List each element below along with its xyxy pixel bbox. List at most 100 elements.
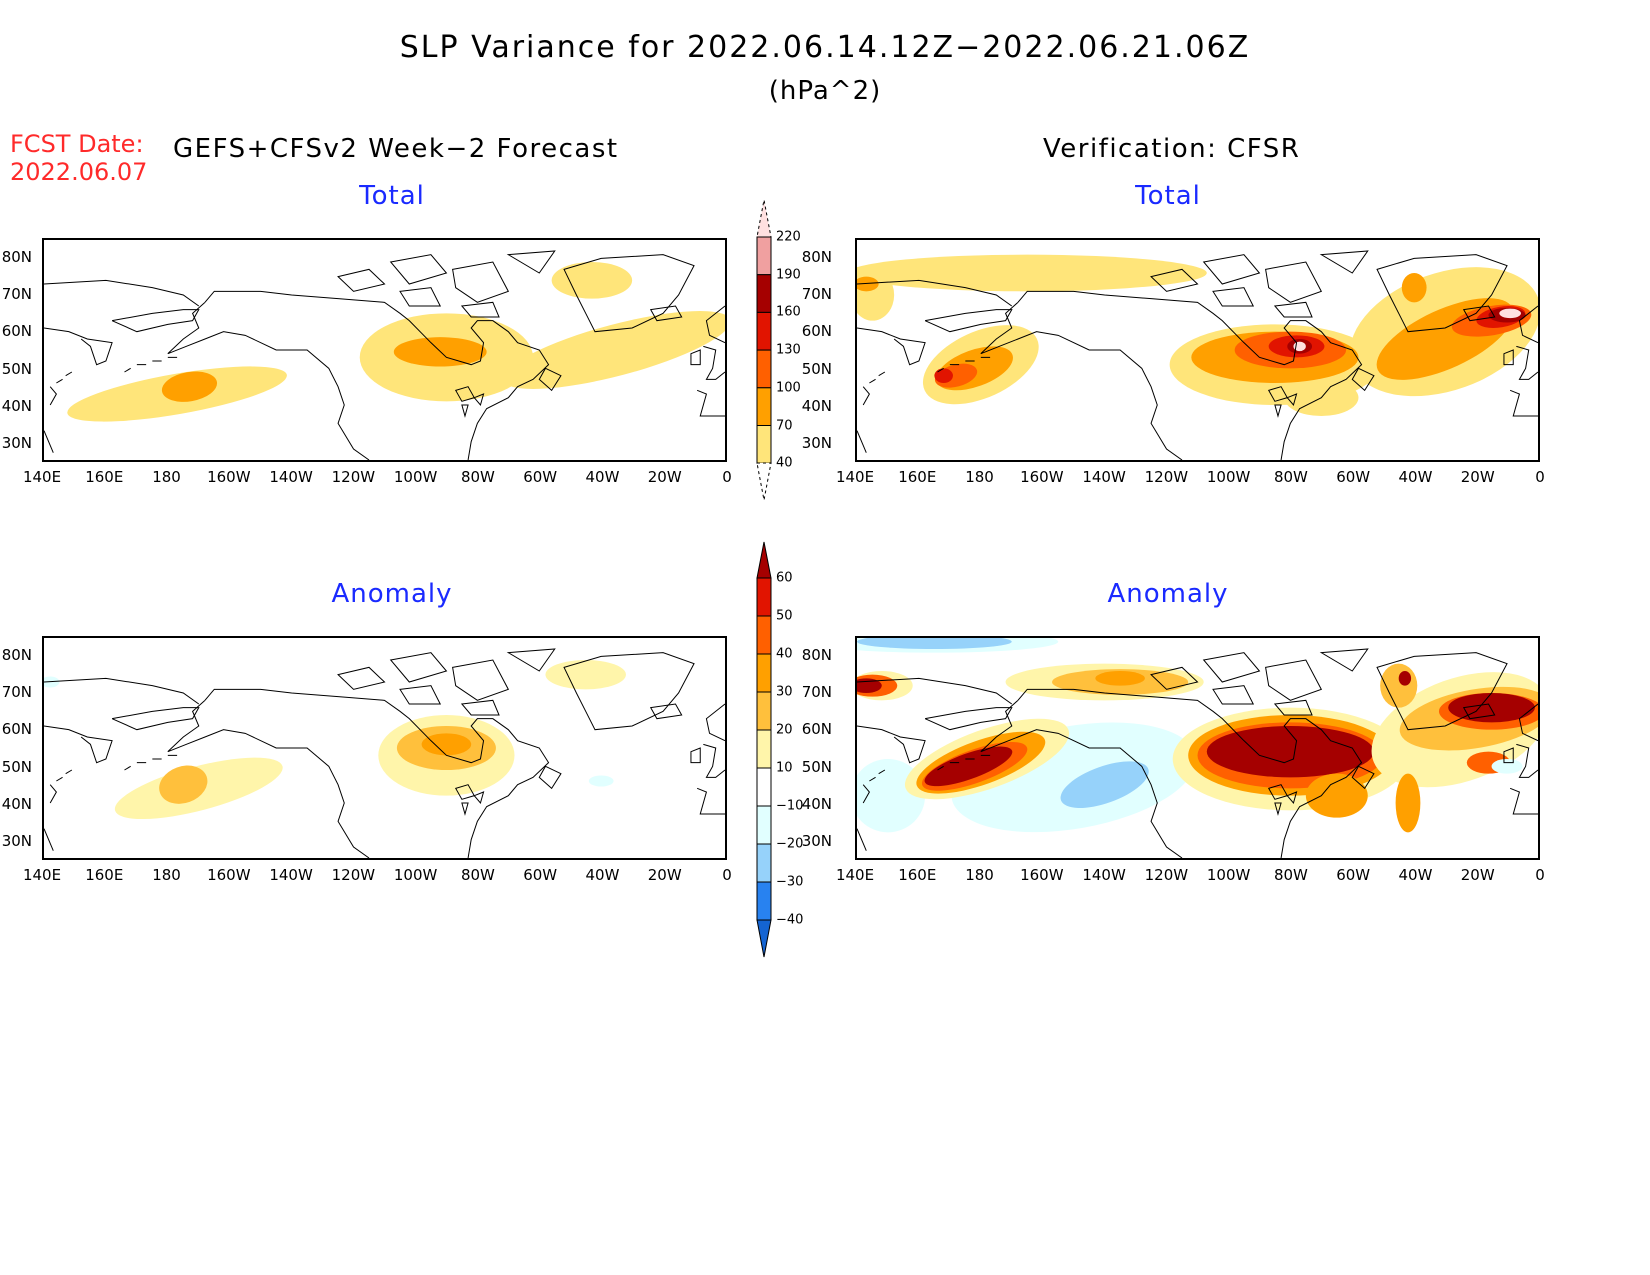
colorbar-extension [756, 541, 772, 579]
lon-tick-label: 100W [1206, 468, 1251, 486]
lon-tick-label: 60W [1336, 866, 1371, 884]
figure-title: SLP Variance for 2022.06.14.12Z−2022.06.… [399, 30, 1251, 65]
lon-tick-label: 140E [835, 468, 875, 486]
coastline [462, 405, 468, 416]
coastline [857, 829, 866, 851]
colorbar-bin [756, 881, 772, 921]
coastline [1377, 653, 1507, 730]
coastline [1352, 766, 1374, 788]
lon-tick-label: 140W [269, 866, 313, 884]
coastlines [44, 251, 725, 460]
coastline [168, 302, 369, 460]
verification-anomaly-title: Anomaly [1107, 579, 1229, 609]
coastline [869, 755, 990, 781]
coastline [338, 667, 384, 689]
colorbar-label: −10 [776, 798, 804, 814]
colorbars [756, 199, 772, 958]
colorbar-label: 130 [776, 342, 801, 358]
coastline [869, 357, 990, 383]
coastline [857, 726, 925, 763]
lon-tick-label: 120W [331, 468, 376, 486]
colorbar-label: 70 [776, 418, 793, 433]
coastline [1464, 306, 1495, 321]
lon-tick-label: 140W [1082, 866, 1126, 884]
shaded-contour [1448, 693, 1535, 723]
coastline [706, 704, 725, 741]
lon-tick-label: 20W [1460, 866, 1495, 884]
shaded-contour [1206, 726, 1374, 778]
lon-tick-label: 80W [1273, 468, 1308, 486]
coastline [691, 748, 700, 763]
coastline [703, 744, 725, 777]
forecast-total-title: Total [359, 181, 425, 211]
shaded-contour [421, 733, 472, 756]
lon-tick-label: 40W [1398, 866, 1433, 884]
lat-tick-label: 30N [801, 832, 832, 851]
lat-tick-label: 60N [1, 720, 32, 739]
coastline [1519, 704, 1538, 741]
lon-tick-label: 0 [1535, 468, 1545, 486]
colorbar-extension [756, 462, 772, 501]
coastline [539, 368, 561, 390]
coastline [1275, 405, 1281, 416]
shaded-contour [1095, 671, 1145, 686]
lon-tick-label: 160W [1020, 468, 1064, 486]
lon-tick-label: 60W [1336, 468, 1371, 486]
lat-tick-label: 80N [801, 645, 832, 664]
colorbar-bin [756, 729, 772, 769]
lat-tick-label: 50N [801, 757, 832, 776]
coastline [1510, 788, 1538, 814]
colorbar-extension [756, 199, 772, 238]
lon-tick-label: 120W [1144, 866, 1189, 884]
coastline [50, 387, 56, 405]
lon-tick-label: 180 [965, 866, 994, 884]
lon-tick-label: 180 [152, 866, 181, 884]
lon-tick-label: 160W [207, 468, 251, 486]
coastline [1266, 262, 1322, 302]
coastline [391, 653, 447, 682]
coastline [1151, 269, 1197, 291]
shaded-contour [857, 638, 1012, 649]
forecast-total-map [42, 238, 727, 462]
colorbar-label: 190 [776, 267, 801, 283]
shaded-contour [161, 371, 218, 402]
coastline [1266, 660, 1322, 700]
coastline [925, 310, 1012, 332]
lat-tick-label: 30N [1, 434, 32, 453]
lon-tick-label: 20W [1460, 468, 1495, 486]
map-canvas [44, 638, 725, 858]
map-canvas [857, 240, 1538, 460]
coastline [703, 346, 725, 379]
lon-tick-label: 160E [85, 866, 124, 884]
coastline [474, 394, 483, 405]
lon-tick-label: 120W [1144, 468, 1189, 486]
lon-tick-label: 140W [269, 468, 313, 486]
coastline [1321, 649, 1367, 671]
lat-tick-label: 40N [801, 397, 832, 415]
lon-tick-label: 140W [1082, 468, 1126, 486]
lon-tick-label: 140E [22, 866, 62, 884]
lat-tick-label: 70N [801, 683, 832, 701]
coastline [1213, 686, 1253, 704]
coastline [338, 269, 384, 291]
fcst-date-value: 2022.06.07 [10, 158, 148, 186]
colorbar-label: 10 [776, 760, 793, 776]
coastline [1151, 667, 1197, 689]
coastline [168, 700, 369, 858]
lat-tick-label: 50N [1, 359, 32, 378]
lon-tick-label: 80W [460, 468, 495, 486]
lon-tick-label: 80W [460, 866, 495, 884]
colorbar-label: 220 [776, 229, 801, 245]
lon-tick-label: 100W [393, 468, 438, 486]
coastlines [857, 251, 1538, 460]
colorbar-bin [756, 805, 772, 845]
colorbar-label: −30 [776, 874, 804, 890]
coastline [462, 302, 499, 317]
verification-total-title: Total [1135, 181, 1201, 211]
shaded-contour [1305, 773, 1368, 818]
shaded-contour [1395, 773, 1421, 833]
colorbar-label: 100 [776, 380, 801, 396]
lon-tick-label: 60W [523, 866, 558, 884]
coastline [205, 689, 549, 858]
lon-tick-label: 180 [152, 468, 181, 486]
